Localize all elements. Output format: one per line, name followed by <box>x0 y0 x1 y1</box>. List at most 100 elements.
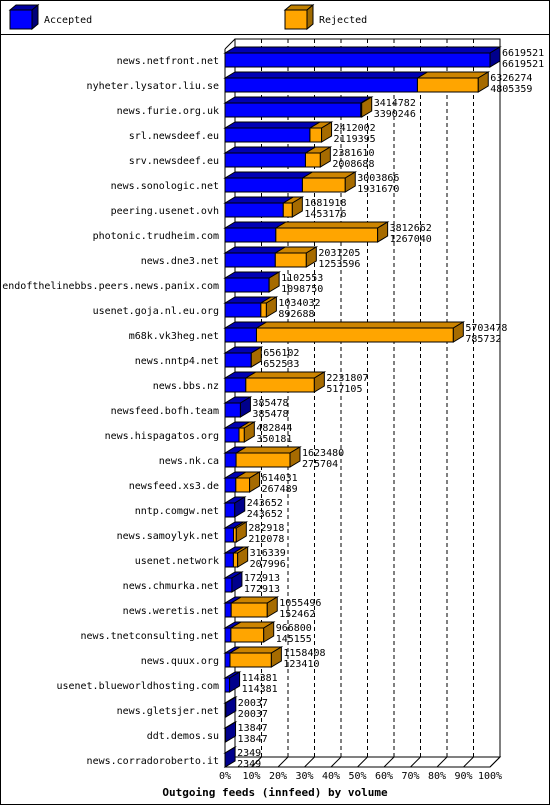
bar-row <box>223 446 302 468</box>
bar-row <box>223 571 244 593</box>
bar-rejected-side <box>263 621 275 643</box>
bar-accepted <box>224 652 231 668</box>
bar-rejected-side <box>270 646 282 668</box>
value-accepted: 123410 <box>283 659 319 670</box>
floor-tick <box>489 756 501 768</box>
bar-rejected-side <box>344 171 356 193</box>
floor-tick <box>436 756 448 768</box>
y-axis-top-edge <box>224 38 236 50</box>
bar-rejected-side <box>377 221 389 243</box>
bar-accepted-top <box>223 196 295 204</box>
bar-accepted-side <box>489 46 501 68</box>
value-accepted: 243652 <box>247 509 283 520</box>
value-offered: 3812662 <box>390 223 432 234</box>
value-offered: 20037 <box>238 698 268 709</box>
bar-rejected <box>232 552 239 568</box>
category-label: usenet.goja.nl.eu.org <box>93 306 219 317</box>
bar-rejected-side <box>361 96 373 118</box>
bar-accepted-top <box>223 371 258 379</box>
bar-accepted-top <box>223 246 287 254</box>
bar-rejected <box>230 627 265 643</box>
bar-row <box>223 71 491 93</box>
bar-rejected <box>416 77 479 93</box>
bar-rejected <box>275 227 379 243</box>
value-offered: 3414782 <box>374 98 416 109</box>
bar-row <box>223 396 253 418</box>
bar-rejected-side <box>235 521 247 543</box>
bar-rejected <box>274 252 307 268</box>
bar-rejected-side <box>289 446 301 468</box>
bar-rejected-side <box>291 196 303 218</box>
category-label: srv.newsdeef.eu <box>129 156 219 167</box>
value-accepted: 275704 <box>302 459 338 470</box>
category-label: news.hispagatos.org <box>105 431 219 442</box>
value-offered: 482844 <box>256 423 292 434</box>
value-accepted: 652533 <box>263 359 299 370</box>
bar-accepted <box>224 127 311 143</box>
value-offered: 13847 <box>238 723 268 734</box>
category-label: news.gletsjer.net <box>117 706 219 717</box>
bar-accepted <box>224 377 247 393</box>
category-labels: news.netfront.net nyheter.lysator.liu.se n… <box>2 56 219 767</box>
bar-accepted-top <box>223 421 251 429</box>
category-label: news.nntp4.net <box>135 356 219 367</box>
value-offered: 1102553 <box>281 273 323 284</box>
value-accepted: 20037 <box>238 709 268 720</box>
x-tick-label: 80% <box>428 771 446 782</box>
floor-tick <box>304 756 315 768</box>
x-tick-label: 0% <box>219 771 231 782</box>
value-accepted: 4805359 <box>490 84 532 95</box>
bar-row <box>223 296 279 318</box>
value-offered: 3003866 <box>357 173 399 184</box>
bar-accepted-side <box>225 721 237 743</box>
bar-rejected-side <box>237 546 249 568</box>
bar-row <box>223 321 466 343</box>
value-offered: 1158408 <box>283 648 325 659</box>
bar-rejected-side <box>477 71 489 93</box>
bar-accepted-top <box>223 46 502 54</box>
chart-title: Outgoing feeds (innfeed) by volume <box>162 786 388 799</box>
floor-tick <box>251 756 262 768</box>
category-label: news.dne3.net <box>141 256 219 267</box>
value-accepted: 350181 <box>256 434 292 445</box>
value-accepted: 172913 <box>244 584 280 595</box>
bar-row <box>223 746 237 768</box>
value-accepted: 1453176 <box>304 209 346 220</box>
x-tick-label: 30% <box>295 771 313 782</box>
bar-accepted <box>224 402 241 418</box>
value-offered: 316339 <box>250 548 286 559</box>
value-accepted: 385478 <box>252 409 288 420</box>
bar-row <box>223 621 276 643</box>
bar-rejected-side <box>305 246 317 268</box>
value-accepted: 785732 <box>465 334 501 345</box>
value-offered: 2031205 <box>318 248 360 259</box>
bar-rejected <box>282 202 293 218</box>
category-label: ddt.demos.su <box>147 731 219 742</box>
bar-accepted <box>224 452 237 468</box>
x-tick-label: 20% <box>269 771 287 782</box>
x-tick-label: 100% <box>478 771 502 782</box>
category-label: m68k.vk3heg.net <box>129 331 219 342</box>
category-label: nntp.comgw.net <box>135 506 219 517</box>
bar-accepted <box>224 302 262 318</box>
legend-swatch-rejected <box>283 3 315 31</box>
bar-accepted <box>224 602 232 618</box>
bar-row <box>223 546 250 568</box>
bar-row <box>223 596 280 618</box>
legend-swatch-accepted <box>8 3 40 31</box>
bar-accepted-side <box>224 746 236 768</box>
bar-rejected <box>229 652 272 668</box>
bar-accepted-side <box>239 396 251 418</box>
bar-rejected <box>260 302 267 318</box>
value-accepted: 517105 <box>326 384 362 395</box>
bar-accepted <box>224 477 237 493</box>
bar-row <box>223 696 238 718</box>
value-offered: 385478 <box>252 398 288 409</box>
bar-accepted-top <box>223 321 269 329</box>
value-accepted: 2119395 <box>334 134 376 145</box>
bar-rejected-side <box>321 121 333 143</box>
bar-row <box>223 121 334 143</box>
value-offered: 656102 <box>263 348 299 359</box>
